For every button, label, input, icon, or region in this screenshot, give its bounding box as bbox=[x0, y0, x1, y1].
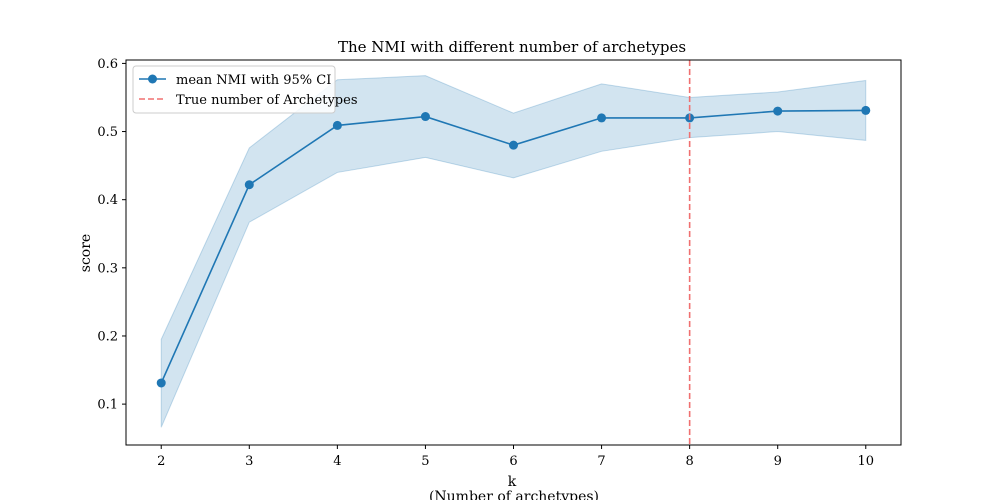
legend-box bbox=[132, 65, 336, 114]
x-tick-label: 2 bbox=[157, 454, 165, 469]
data-point bbox=[773, 106, 783, 116]
x-tick-label: 6 bbox=[509, 454, 517, 469]
legend-series-marker bbox=[148, 74, 157, 84]
chart-title: The NMI with different number of archety… bbox=[338, 38, 686, 56]
legend: mean NMI with 95% CI True number of Arche… bbox=[132, 65, 358, 114]
data-point bbox=[156, 378, 166, 388]
data-point bbox=[861, 105, 871, 115]
y-tick-label: 0.6 bbox=[97, 57, 118, 72]
y-axis-label: score bbox=[78, 234, 94, 272]
x-tick-label: 4 bbox=[333, 454, 341, 469]
confidence-band-0 bbox=[160, 75, 867, 428]
x-tick-label: 9 bbox=[774, 454, 782, 469]
data-point bbox=[597, 113, 607, 123]
y-tick-label: 0.3 bbox=[97, 261, 118, 276]
x-tick-label: 8 bbox=[685, 454, 693, 469]
y-tick-label: 0.4 bbox=[97, 193, 118, 208]
data-point bbox=[509, 140, 518, 150]
data-point bbox=[420, 112, 430, 122]
x-tick-label: 10 bbox=[857, 454, 874, 469]
data-point bbox=[332, 120, 342, 130]
data-point bbox=[244, 180, 254, 190]
y-tick-label: 0.5 bbox=[97, 125, 118, 140]
x-tick-label: 7 bbox=[597, 454, 605, 469]
y-tick-label: 0.2 bbox=[97, 329, 118, 344]
axes: 2 3 4 5 6 7 8 9 10 0.1 0.2 0.3 0.4 0.5 0.6 bbox=[97, 57, 902, 469]
y-tick-label: 0.1 bbox=[97, 398, 118, 413]
plot-area bbox=[156, 60, 871, 445]
x-tick-label: 3 bbox=[245, 454, 253, 469]
x-tick-label: 5 bbox=[421, 454, 429, 469]
x-axis-label: k bbox=[508, 474, 517, 490]
x-axis-label-subtitle: (Number of archetypes) bbox=[429, 489, 599, 500]
legend-reference-label: True number of Archetypes bbox=[176, 93, 358, 108]
legend-series-label: mean NMI with 95% CI bbox=[176, 73, 331, 88]
